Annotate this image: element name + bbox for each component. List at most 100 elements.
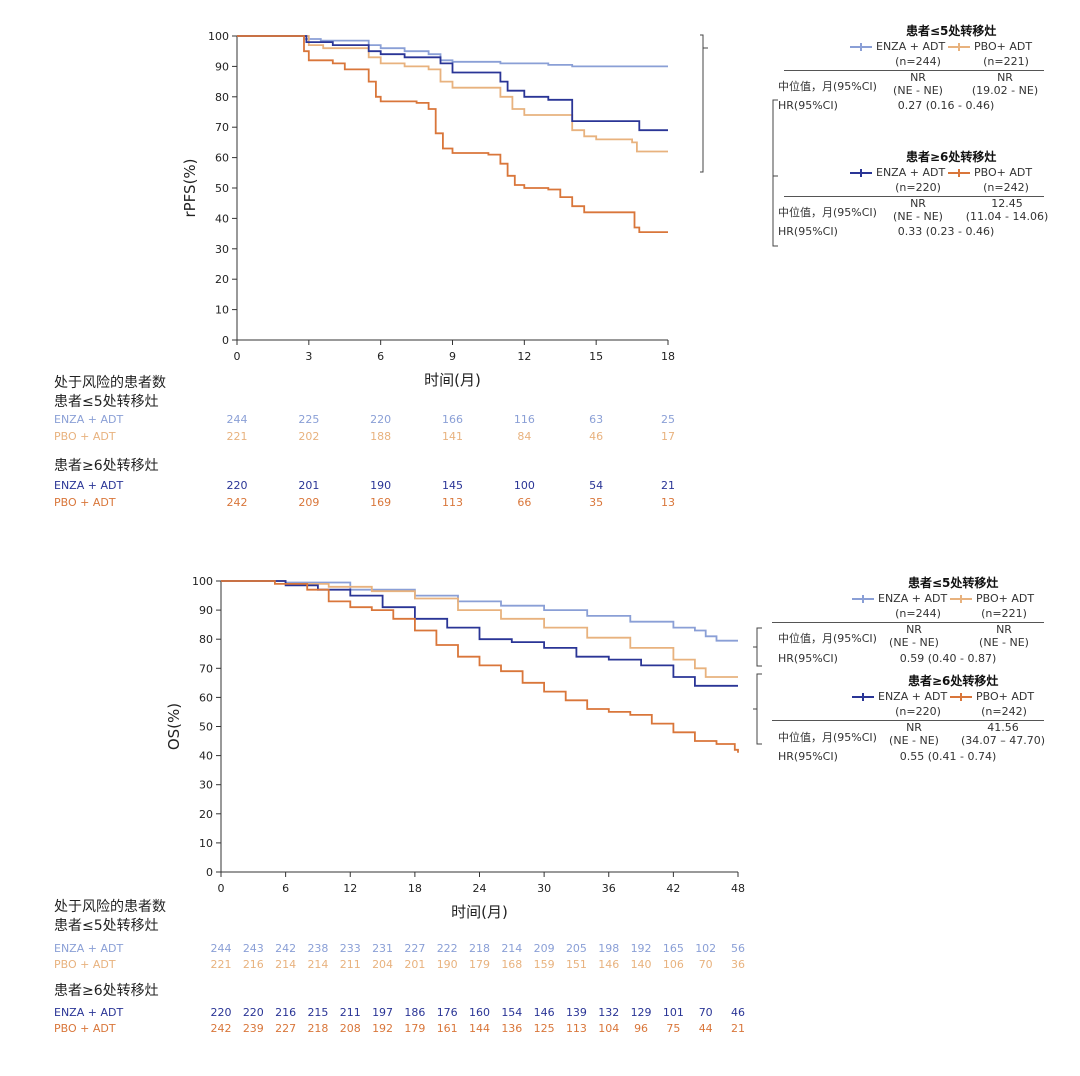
os-risk-cell: 220	[210, 1006, 232, 1019]
rpfs-risk-cell: 84	[517, 430, 532, 443]
rpfs-x-tick-label: 9	[449, 350, 456, 363]
os-risk-cell: 204	[372, 958, 394, 971]
rpfs-legend-low-pbo: PBO+ ADT	[948, 40, 1032, 53]
rpfs-x-tick-label: 3	[305, 350, 312, 363]
os-bracket-high	[753, 673, 762, 745]
rpfs-legend-high-pbo-label: PBO+ ADT	[974, 166, 1033, 179]
os-y-tick-label: 40	[199, 750, 213, 763]
rpfs-legend-high-median-enza: NR (NE - NE)	[878, 197, 958, 223]
os-bracket-low	[753, 627, 762, 667]
rpfs-risk-cell: 190	[370, 479, 392, 492]
os-risk-cell: 231	[372, 942, 394, 955]
os-risk-cell: 96	[634, 1022, 649, 1035]
rpfs-bracket-inner	[772, 99, 778, 247]
rpfs-legend-low-enza: ENZA + ADT	[850, 40, 945, 53]
rpfs-legend-high-enza-n: (n=220)	[895, 181, 941, 194]
os-risk-cell: 44	[698, 1022, 713, 1035]
rpfs-legend-high-median-enza-value: NR	[910, 197, 926, 210]
rpfs-legend-median-label-high: 中位值，月(95%CI)	[778, 206, 877, 219]
os-risk-row-label: PBO + ADT	[54, 1022, 116, 1035]
rpfs-risk-cell: 66	[517, 496, 532, 509]
os-y-tick-label: 70	[199, 662, 213, 675]
os-risk-cell: 102	[695, 942, 717, 955]
rpfs-legend-brackets	[700, 34, 778, 247]
rpfs-risk-cell: 35	[589, 496, 604, 509]
os-legend-low-enza-n: (n=244)	[895, 607, 941, 620]
rpfs-risk-row-label: PBO + ADT	[54, 496, 116, 509]
rpfs-curve-enza_low	[237, 35, 668, 68]
os-risk-cell: 56	[731, 942, 745, 955]
os-legend-low-median-enza-ci: (NE - NE)	[889, 636, 939, 649]
os-legend-low-divider	[772, 622, 1044, 623]
os-legend-high-pbo: PBO+ ADT	[950, 690, 1034, 703]
rpfs-risk-cell: 141	[442, 430, 463, 443]
os-legend-low-median-enza-value: NR	[906, 623, 922, 636]
rpfs-y-tick-label: 10	[215, 304, 229, 317]
os-risk-row-label: ENZA + ADT	[54, 1006, 124, 1019]
rpfs-legend-high-median-enza-ci: (NE - NE)	[893, 210, 943, 223]
os-legend-brackets	[753, 627, 762, 745]
os-risk-cell: 168	[501, 958, 523, 971]
os-curve-enza_high	[221, 580, 738, 687]
os-risk-cell: 216	[275, 1006, 297, 1019]
os-risk-cell: 70	[698, 958, 713, 971]
os-legend-low-pbo-label: PBO+ ADT	[976, 592, 1035, 605]
os-panel: 0 10 20 30 40 50 60 70 80 90 100 0 6 12 18 24 30 36 42 48 时间…	[0, 540, 1080, 1070]
os-x-tick-label: 12	[343, 882, 357, 895]
rpfs-bracket-outer	[700, 34, 708, 173]
os-risk-cell: 46	[731, 1006, 745, 1019]
os-x-tick-label: 36	[602, 882, 616, 895]
os-risk-heading-title: 处于风险的患者数	[54, 899, 166, 915]
os-legend-low-median-pbo-value: NR	[996, 623, 1012, 636]
os-risk-cell: 179	[404, 1022, 426, 1035]
os-x-tick-label: 30	[537, 882, 551, 895]
rpfs-panel: 0 10 20 30 40 50 60 70 80 90 100 0 3 6 9 12 15 18 时间(月) rPF…	[0, 0, 1080, 530]
os-legend-high-pbo-n: (n=242)	[981, 705, 1027, 718]
rpfs-y-tick-label: 60	[215, 152, 229, 165]
rpfs-risk-heading-high: 患者≥6处转移灶	[54, 458, 159, 474]
rpfs-curve-pbo_low	[237, 35, 668, 153]
os-risk-cell: 215	[307, 1006, 329, 1019]
rpfs-risk-heading: 处于风险的患者数 患者≤5处转移灶	[54, 374, 166, 412]
os-legend-low-title: 患者≤5处转移灶	[908, 576, 999, 590]
rpfs-legend-low-enza-label: ENZA + ADT	[876, 40, 946, 53]
os-risk-cell: 244	[210, 942, 232, 955]
legend-line-icon	[852, 693, 874, 701]
rpfs-legend-low-divider	[784, 70, 1044, 71]
os-y-tick-label: 50	[199, 721, 213, 734]
rpfs-risk-cell: 201	[298, 479, 320, 492]
os-y-tick-label: 100	[192, 575, 213, 588]
os-legend-high-enza: ENZA + ADT	[852, 690, 947, 703]
rpfs-risk-cell: 244	[226, 413, 248, 426]
os-risk-cell: 238	[307, 942, 329, 955]
os-risk-cell: 209	[533, 942, 555, 955]
rpfs-curve-pbo_high	[237, 35, 668, 233]
os-risk-cell: 201	[404, 958, 426, 971]
rpfs-legend-low-enza-n: (n=244)	[895, 55, 941, 68]
rpfs-legend-high-enza-label: ENZA + ADT	[876, 166, 946, 179]
os-risk-cell: 216	[242, 958, 264, 971]
rpfs-risk-cell: 202	[298, 430, 320, 443]
rpfs-legend-low-median-enza-value: NR	[910, 71, 926, 84]
rpfs-legend-high-median-pbo: 12.45 (11.04 - 14.06)	[956, 197, 1058, 223]
legend-line-icon	[850, 43, 872, 51]
os-legend-high-median-pbo: 41.56 (34.07 – 47.70)	[952, 721, 1054, 747]
rpfs-y-tick-label: 90	[215, 60, 229, 73]
os-legend-low-enza: ENZA + ADT	[852, 592, 947, 605]
rpfs-y-axis-label: rPFS(%)	[181, 158, 199, 217]
rpfs-y-tick-label: 80	[215, 91, 229, 104]
rpfs-x-axis-label: 时间(月)	[424, 371, 481, 389]
rpfs-x-tick-label: 12	[517, 350, 531, 363]
os-risk-cell: 197	[372, 1006, 394, 1019]
rpfs-legend-low-hr: 0.27 (0.16 - 0.46)	[897, 99, 995, 112]
rpfs-risk-cell: 54	[589, 479, 604, 492]
legend-line-icon	[850, 169, 872, 177]
rpfs-y-tick-label: 0	[222, 334, 229, 347]
rpfs-risk-cell: 221	[226, 430, 248, 443]
rpfs-risk-cell: 21	[661, 479, 675, 492]
rpfs-legend-low-pbo-label: PBO+ ADT	[974, 40, 1033, 53]
os-risk-cell: 146	[598, 958, 620, 971]
os-risk-cell: 129	[630, 1006, 652, 1019]
rpfs-legend-low-pbo-n: (n=221)	[983, 55, 1029, 68]
rpfs-y-tick-label: 100	[208, 30, 229, 43]
